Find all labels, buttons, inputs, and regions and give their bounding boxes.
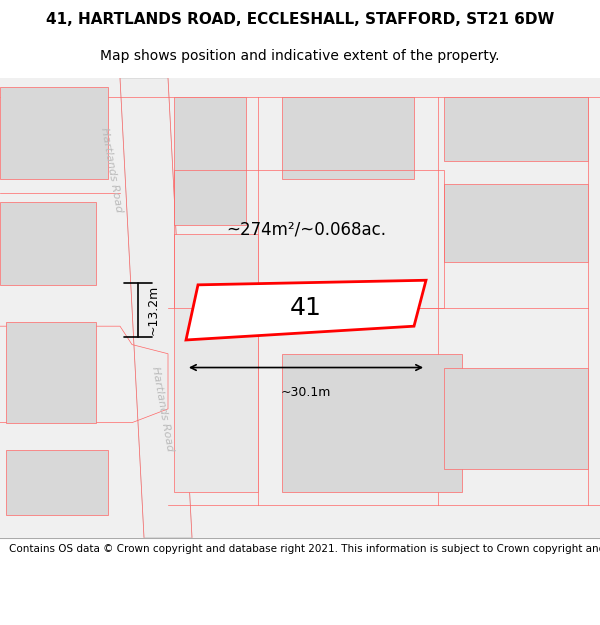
Text: 41: 41 <box>290 296 322 320</box>
Bar <box>6 322 96 422</box>
Text: ~13.2m: ~13.2m <box>147 285 160 335</box>
Bar <box>444 96 588 161</box>
Bar <box>174 234 258 491</box>
Bar <box>444 184 588 262</box>
Bar <box>0 88 108 179</box>
Text: Hartlands Road: Hartlands Road <box>98 127 124 213</box>
Bar <box>282 96 414 179</box>
Text: Map shows position and indicative extent of the property.: Map shows position and indicative extent… <box>100 49 500 63</box>
Bar <box>174 96 246 225</box>
Bar <box>174 170 444 308</box>
Text: Hartlands Road: Hartlands Road <box>149 366 175 452</box>
Polygon shape <box>120 78 192 538</box>
Bar <box>0 202 96 285</box>
Text: Contains OS data © Crown copyright and database right 2021. This information is : Contains OS data © Crown copyright and d… <box>9 544 600 554</box>
Bar <box>6 450 108 514</box>
Text: 41, HARTLANDS ROAD, ECCLESHALL, STAFFORD, ST21 6DW: 41, HARTLANDS ROAD, ECCLESHALL, STAFFORD… <box>46 12 554 27</box>
Polygon shape <box>186 280 426 340</box>
Bar <box>444 368 588 469</box>
Text: ~30.1m: ~30.1m <box>281 386 331 399</box>
Bar <box>282 354 462 491</box>
Text: ~274m²/~0.068ac.: ~274m²/~0.068ac. <box>226 221 386 239</box>
